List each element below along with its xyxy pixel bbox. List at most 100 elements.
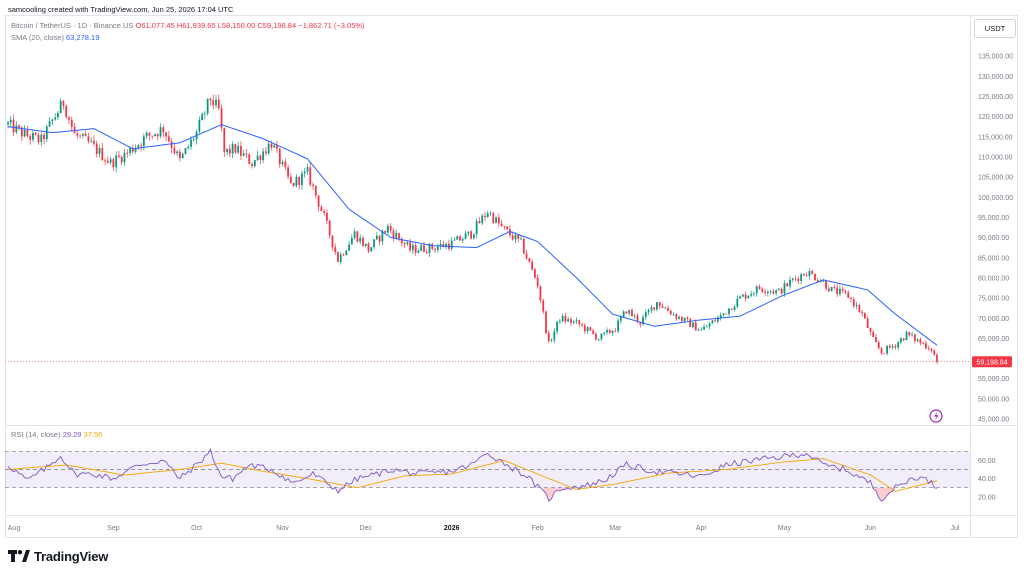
candle-body (572, 321, 575, 323)
candle-body (331, 235, 334, 248)
candle-body (611, 331, 614, 333)
candle-body (79, 135, 81, 137)
candle-body (173, 147, 176, 154)
rsi-tick-label: 20.00 (978, 494, 996, 501)
candle-body (475, 221, 478, 235)
candle-body (925, 343, 927, 349)
price-tick-label: 120,000.00 (978, 114, 1013, 121)
price-tick-label: 55,000.00 (978, 376, 1009, 383)
candle-body (68, 117, 70, 120)
sma-legend[interactable]: SMA (20, close) 63,278.19 (11, 34, 99, 42)
candle-body (708, 323, 711, 327)
candle-body (140, 145, 143, 147)
rsi-ma-line (7, 458, 938, 492)
candle-body (614, 331, 617, 332)
candle-body (922, 343, 925, 344)
candle-body (359, 237, 362, 242)
symbol-name[interactable]: Bitcoin / TetherUS · 1D · Binance.US (11, 21, 134, 30)
rsi-oversold-fill (543, 487, 571, 502)
candle-body (558, 321, 561, 322)
candle-body (142, 136, 145, 147)
candle-body (234, 144, 237, 153)
candle-body (312, 184, 314, 186)
candle-body (395, 233, 398, 238)
candle-body (486, 213, 489, 218)
price-tick-label: 70,000.00 (978, 316, 1009, 323)
candle-body (506, 226, 509, 230)
candle-body (664, 307, 667, 309)
candle-body (467, 231, 470, 234)
candle-body (428, 243, 431, 253)
candle-body (927, 348, 930, 350)
time-tick-label: Dec (359, 525, 372, 532)
candle-body (725, 313, 728, 315)
candle-body (789, 279, 791, 287)
candle-body (456, 236, 459, 240)
candle-body (129, 148, 131, 153)
candle-body (625, 311, 628, 314)
candle-body (545, 311, 547, 333)
candle-body (750, 293, 753, 296)
last-price-label: 59,198.84 (976, 359, 1007, 366)
candle-body (162, 127, 165, 133)
candle-body (628, 310, 631, 314)
candle-body (869, 328, 872, 332)
price-tick-label: 50,000.00 (978, 396, 1009, 403)
candle-body (95, 143, 98, 154)
candle-body (12, 119, 15, 133)
candle-body (37, 134, 40, 143)
candle-body (425, 251, 428, 253)
candle-body (697, 330, 700, 331)
candle-body (539, 286, 542, 301)
candle-body (672, 314, 675, 315)
candle-body (833, 286, 836, 288)
rsi-legend[interactable]: RSI (14, close) 29.29 37.56 (11, 431, 102, 439)
candle-body (908, 331, 911, 336)
candle-body (284, 161, 287, 168)
candle-body (891, 346, 894, 348)
candle-body (109, 159, 112, 163)
tradingview-logo[interactable]: TradingView (8, 548, 108, 564)
candle-body (586, 327, 589, 332)
candle-body (217, 99, 220, 109)
candle-body (326, 212, 328, 221)
candle-body (309, 167, 312, 185)
time-tick-label: Oct (191, 525, 202, 532)
candle-body (409, 242, 411, 251)
candle-body (201, 113, 204, 121)
price-tick-label: 110,000.00 (978, 155, 1013, 162)
candle-body (9, 119, 12, 123)
price-tick-label: 95,000.00 (978, 215, 1009, 222)
price-tick-label: 75,000.00 (978, 296, 1009, 303)
candle-body (894, 346, 897, 348)
currency-button[interactable]: USDT (974, 19, 1016, 38)
candle-body (936, 354, 938, 362)
candle-body (364, 243, 367, 246)
candle-body (461, 239, 464, 241)
candle-body (378, 235, 381, 242)
candle-body (836, 287, 839, 295)
candle-body (317, 195, 320, 207)
candle-body (450, 240, 453, 249)
candle-body (495, 217, 497, 223)
candle-body (583, 325, 586, 332)
candle-body (822, 280, 825, 282)
candle-body (292, 182, 295, 186)
candle-body (90, 140, 93, 142)
candle-body (844, 290, 847, 293)
candle-body (678, 316, 680, 319)
candle-body (905, 331, 908, 341)
time-tick-label: 2026 (444, 525, 460, 532)
candle-body (622, 311, 625, 318)
candle-body (617, 320, 619, 332)
candle-body (298, 176, 301, 185)
candle-body (786, 283, 789, 287)
candle-body (242, 153, 245, 156)
candle-body (126, 152, 129, 154)
candle-body (802, 274, 805, 276)
lightning-icon[interactable] (929, 409, 943, 423)
candle-body (170, 141, 173, 148)
candle-body (794, 278, 797, 280)
candle-body (608, 330, 611, 333)
